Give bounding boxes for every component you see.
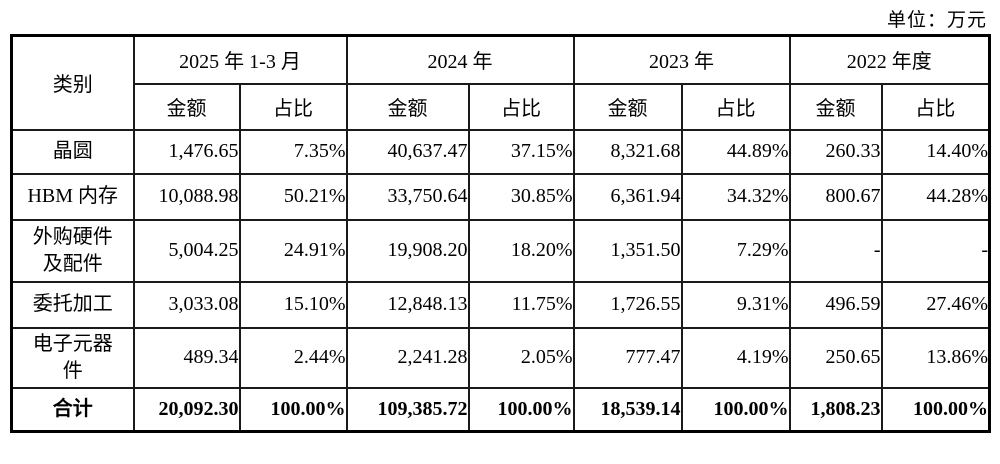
ratio-cell: 2.44% (238, 326, 348, 389)
amount-cell: 1,808.23 (788, 386, 883, 433)
table-row: 委托加工 3,033.08 15.10% 12,848.13 11.75% 1,… (10, 280, 991, 329)
ratio-cell: 30.85% (467, 172, 575, 221)
amount-cell: 33,750.64 (345, 172, 470, 221)
header-period-2024: 2024 年 (345, 34, 575, 85)
header-period-row: 类别 2025 年 1-3 月 2024 年 2023 年 2022 年度 (10, 34, 991, 131)
ratio-cell: 50.21% (238, 172, 348, 221)
amount-cell: 109,385.72 (345, 386, 470, 433)
amount-cell: 260.33 (788, 128, 883, 175)
ratio-cell: 11.75% (467, 280, 575, 329)
header-amount: 金额 (788, 82, 883, 131)
ratio-cell: 13.86% (880, 326, 991, 389)
data-table: 类别 2025 年 1-3 月 2024 年 2023 年 2022 年度 金额… (10, 34, 992, 433)
header-period-2025q1: 2025 年 1-3 月 (132, 34, 348, 85)
header-ratio: 占比 (880, 82, 991, 131)
ratio-cell: 2.05% (467, 326, 575, 389)
unit-label: 单位：万元 (886, 10, 987, 31)
header-period-2022: 2022 年度 (788, 34, 991, 85)
ratio-cell: 44.28% (880, 172, 991, 221)
header-amount: 金额 (572, 82, 683, 131)
ratio-cell: 100.00% (880, 386, 991, 433)
table-row: 外购硬件 及配件 5,004.25 24.91% 19,908.20 18.20… (10, 218, 991, 283)
amount-cell: - (788, 218, 883, 283)
ratio-cell: 9.31% (680, 280, 791, 329)
amount-cell: 1,476.65 (132, 128, 241, 175)
ratio-cell: 44.89% (680, 128, 791, 175)
amount-cell: 18,539.14 (572, 386, 683, 433)
amount-cell: 496.59 (788, 280, 883, 329)
ratio-cell: 7.35% (238, 128, 348, 175)
ratio-cell: - (880, 218, 991, 283)
category-cell: 委托加工 (10, 280, 135, 329)
amount-cell: 777.47 (572, 326, 683, 389)
ratio-cell: 37.15% (467, 128, 575, 175)
ratio-cell: 7.29% (680, 218, 791, 283)
amount-cell: 800.67 (788, 172, 883, 221)
header-category: 类别 (10, 34, 135, 131)
amount-cell: 10,088.98 (132, 172, 241, 221)
category-cell: 合计 (10, 386, 135, 433)
table-header: 类别 2025 年 1-3 月 2024 年 2023 年 2022 年度 金额… (10, 34, 991, 131)
total-row: 合计 20,092.30 100.00% 109,385.72 100.00% … (10, 386, 991, 433)
ratio-cell: 100.00% (680, 386, 791, 433)
amount-cell: 20,092.30 (132, 386, 241, 433)
ratio-cell: 100.00% (467, 386, 575, 433)
amount-cell: 8,321.68 (572, 128, 683, 175)
header-period-2023: 2023 年 (572, 34, 791, 85)
category-cell: 电子元器 件 (10, 326, 135, 389)
ratio-cell: 100.00% (238, 386, 348, 433)
table-row: HBM 内存 10,088.98 50.21% 33,750.64 30.85%… (10, 172, 991, 221)
header-ratio: 占比 (238, 82, 348, 131)
category-cell: 晶圆 (10, 128, 135, 175)
ratio-cell: 15.10% (238, 280, 348, 329)
ratio-cell: 4.19% (680, 326, 791, 389)
header-ratio: 占比 (467, 82, 575, 131)
amount-cell: 6,361.94 (572, 172, 683, 221)
table-body: 晶圆 1,476.65 7.35% 40,637.47 37.15% 8,321… (10, 128, 991, 433)
amount-cell: 3,033.08 (132, 280, 241, 329)
ratio-cell: 34.32% (680, 172, 791, 221)
amount-cell: 250.65 (788, 326, 883, 389)
table-row: 晶圆 1,476.65 7.35% 40,637.47 37.15% 8,321… (10, 128, 991, 175)
category-cell: 外购硬件 及配件 (10, 218, 135, 283)
amount-cell: 5,004.25 (132, 218, 241, 283)
ratio-cell: 18.20% (467, 218, 575, 283)
header-amount: 金额 (345, 82, 470, 131)
ratio-cell: 24.91% (238, 218, 348, 283)
amount-cell: 1,351.50 (572, 218, 683, 283)
header-ratio: 占比 (680, 82, 791, 131)
amount-cell: 19,908.20 (345, 218, 470, 283)
category-cell: HBM 内存 (10, 172, 135, 221)
amount-cell: 489.34 (132, 326, 241, 389)
ratio-cell: 14.40% (880, 128, 991, 175)
table-row: 电子元器 件 489.34 2.44% 2,241.28 2.05% 777.4… (10, 326, 991, 389)
amount-cell: 1,726.55 (572, 280, 683, 329)
ratio-cell: 27.46% (880, 280, 991, 329)
header-amount: 金额 (132, 82, 241, 131)
amount-cell: 40,637.47 (345, 128, 470, 175)
amount-cell: 2,241.28 (345, 326, 470, 389)
header-subrow: 金额 占比 金额 占比 金额 占比 金额 占比 (12, 82, 991, 131)
amount-cell: 12,848.13 (345, 280, 470, 329)
